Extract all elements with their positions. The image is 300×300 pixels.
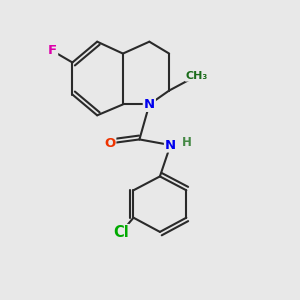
Text: N: N: [144, 98, 155, 111]
Text: Cl: Cl: [113, 225, 129, 240]
Text: O: O: [104, 137, 115, 150]
Text: CH₃: CH₃: [186, 71, 208, 81]
Text: H: H: [182, 136, 192, 148]
Text: N: N: [165, 139, 176, 152]
Text: F: F: [48, 44, 57, 57]
